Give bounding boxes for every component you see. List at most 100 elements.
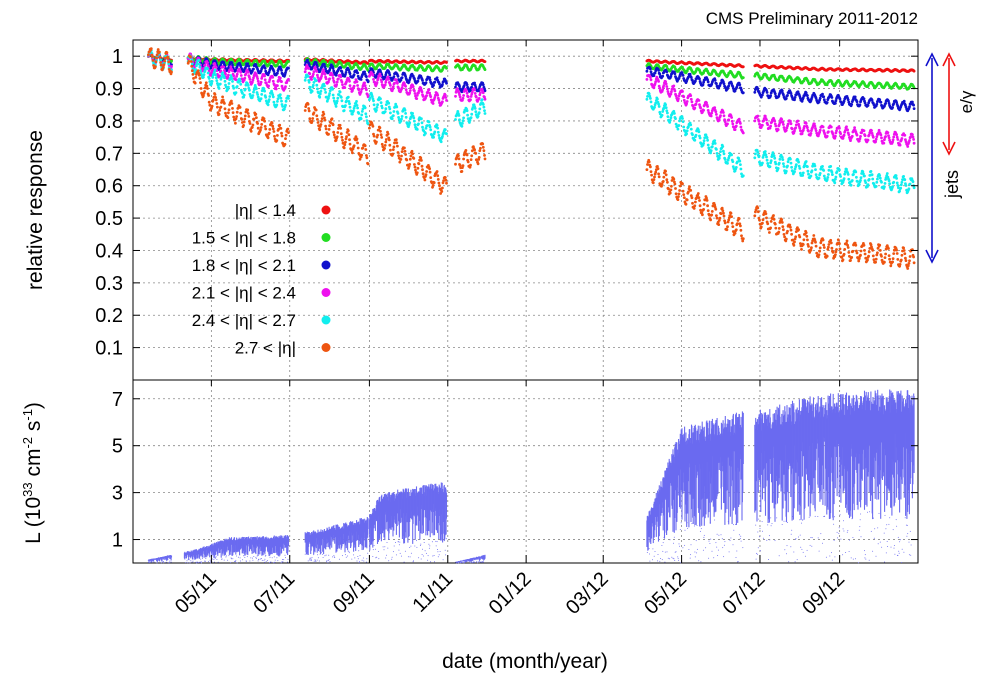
response-point: [227, 85, 230, 89]
response-point: [235, 72, 239, 76]
response-point: [239, 70, 243, 74]
response-point: [670, 87, 674, 91]
response-point: [882, 141, 886, 145]
response-point: [411, 112, 414, 115]
response-point: [334, 105, 338, 108]
response-point: [436, 93, 440, 97]
response-point: [284, 71, 287, 74]
response-point: [372, 99, 375, 103]
response-point: [287, 60, 290, 64]
response-point: [726, 122, 729, 126]
response-point: [284, 103, 287, 107]
response-point: [726, 161, 729, 165]
response-point: [437, 134, 441, 137]
response-point: [413, 77, 416, 81]
response-point: [798, 167, 802, 170]
response-point: [734, 166, 738, 169]
response-point: [248, 122, 252, 125]
response-point: [830, 96, 834, 99]
response-point: [408, 91, 412, 95]
response-point: [713, 78, 717, 82]
response-point: [267, 84, 270, 88]
response-point: [722, 149, 725, 153]
response-point: [207, 100, 211, 104]
response-point: [213, 68, 217, 72]
response-point: [218, 109, 222, 112]
response-point: [210, 80, 214, 83]
response-point: [243, 117, 247, 121]
response-point: [407, 80, 411, 84]
response-point: [221, 71, 225, 75]
response-point: [681, 90, 684, 93]
response-point: [694, 133, 698, 137]
response-point: [404, 75, 407, 78]
response-point: [202, 73, 206, 76]
response-point: [238, 106, 242, 109]
series-2: [147, 52, 916, 91]
response-point: [906, 145, 910, 148]
response-point: [203, 63, 207, 67]
response-point: [254, 112, 258, 116]
response-point: [887, 136, 891, 140]
response-point: [874, 140, 877, 144]
response-point: [389, 84, 392, 87]
response-point: [307, 67, 311, 70]
response-point: [912, 141, 916, 145]
response-point: [690, 100, 694, 104]
response-point: [276, 134, 279, 137]
response-point: [203, 69, 207, 73]
response-point: [855, 100, 859, 104]
response-point: [428, 125, 432, 129]
response-point: [482, 105, 486, 109]
response-point: [809, 174, 813, 178]
response-point: [721, 145, 725, 148]
response-point: [359, 117, 363, 121]
response-point: [328, 66, 332, 70]
response-point: [211, 76, 215, 79]
response-point: [676, 127, 680, 131]
response-point: [912, 69, 916, 73]
response-point: [435, 124, 439, 127]
response-point: [428, 76, 431, 79]
response-point: [234, 78, 238, 81]
response-point: [794, 163, 798, 167]
response-point: [681, 117, 684, 120]
response-point: [702, 108, 705, 112]
response-point: [769, 94, 772, 98]
response-point: [474, 95, 478, 99]
response-point: [800, 132, 804, 136]
response-point: [483, 60, 487, 63]
response-point: [662, 84, 666, 87]
response-point: [287, 66, 290, 70]
response-point: [794, 126, 798, 130]
response-point: [818, 96, 822, 100]
response-point: [790, 127, 794, 131]
response-point: [218, 82, 222, 86]
response-point: [155, 56, 158, 60]
response-point: [433, 80, 437, 84]
response-point: [404, 88, 408, 92]
response-point: [267, 131, 271, 135]
response-point: [878, 174, 882, 177]
response-point: [193, 81, 197, 85]
response-point: [866, 104, 870, 107]
response-point: [427, 88, 431, 91]
response-point: [324, 67, 327, 71]
response-point: [842, 133, 846, 137]
response-point: [340, 80, 344, 84]
response-point: [345, 99, 348, 103]
response-point: [465, 91, 469, 95]
response-point: [863, 174, 866, 178]
response-point: [473, 88, 476, 92]
response-point: [339, 95, 343, 99]
response-point: [656, 97, 659, 101]
response-point: [722, 114, 726, 118]
response-point: [822, 174, 826, 178]
response-point: [645, 69, 649, 73]
response-point: [669, 116, 673, 120]
response-point: [222, 65, 226, 69]
response-point: [876, 177, 879, 181]
response-point: [862, 97, 866, 101]
response-point: [259, 126, 263, 129]
response-point: [395, 105, 399, 109]
